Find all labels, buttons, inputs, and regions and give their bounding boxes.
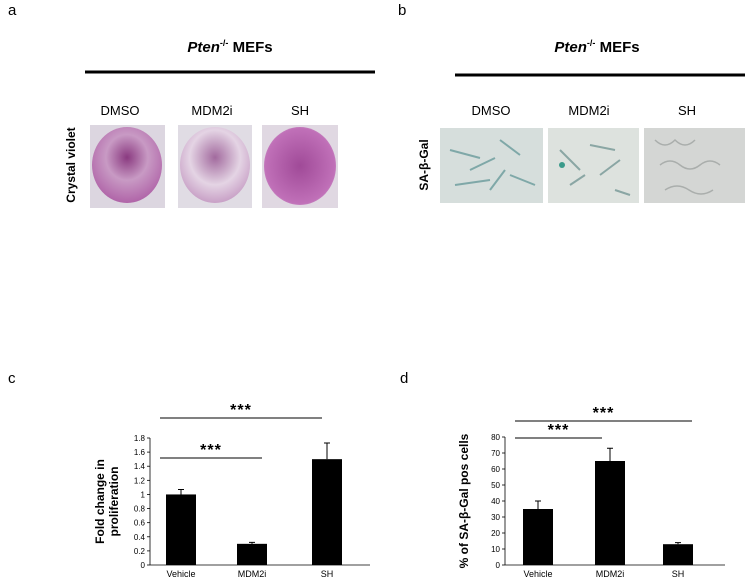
bar [523,509,553,565]
stained-cell [559,162,565,168]
y-tick-label: 20 [491,529,500,538]
title-italic: Pten [187,39,220,56]
sa-gal-photos [440,128,745,203]
x-tick-label: SH [321,569,334,579]
title-italic: Pten [554,39,587,56]
x-tick-label: Vehicle [166,569,195,579]
title-sup: -/- [220,38,229,48]
column-label: SH [678,103,696,118]
y-tick-label: 40 [491,497,500,506]
x-tick-label: SH [672,569,685,579]
column-label: SH [291,103,309,118]
title-rest: MEFs [595,39,639,56]
y-tick-label: 10 [491,545,500,554]
y-tick-label: 0 [496,561,501,570]
title-rest: MEFs [228,39,272,56]
column-label: MDM2i [191,103,232,118]
y-tick-label: 70 [491,449,500,458]
y-tick-label: 30 [491,513,500,522]
y-tick-label: 0.8 [134,505,146,514]
title-sup: -/- [587,38,596,48]
y-axis-label: % of SA-β-Gal pos cells [457,433,471,568]
y-tick-label: 0.6 [134,519,146,528]
column-label: DMSO [101,103,140,118]
crystal-violet-photos [90,125,338,208]
y-axis-label: Fold change in [93,459,107,544]
significance-label: *** [200,442,222,459]
photo [644,128,745,203]
bar [595,461,625,565]
significance-label: *** [593,405,615,422]
bar [312,459,342,565]
y-tick-label: 80 [491,433,500,442]
bar [663,544,693,565]
cells [654,138,721,195]
column-label: DMSO [472,103,511,118]
error-bar [178,489,184,495]
well [92,127,162,203]
panel-label: a [8,2,17,19]
bar [237,543,267,565]
panel-label: c [8,370,16,387]
error-bar [324,442,330,460]
x-tick-label: MDM2i [596,569,625,579]
y-tick-label: 60 [491,465,500,474]
row-label: Crystal violet [64,127,78,202]
y-tick-label: 0 [141,561,146,570]
x-tick-label: Vehicle [523,569,552,579]
significance-label: *** [230,402,252,419]
y-tick-label: 50 [491,481,500,490]
error-bar [249,541,255,544]
column-label: MDM2i [568,103,609,118]
error-bar [675,542,681,545]
y-tick-label: 1 [141,490,146,499]
panel-label: d [400,370,408,387]
x-tick-label: MDM2i [238,569,267,579]
y-tick-label: 0.4 [134,533,146,542]
panel-label: b [398,2,406,19]
y-tick-label: 1.4 [134,462,146,471]
panel-title: Pten-/- MEFs [554,38,639,56]
error-bar [607,447,613,461]
cells [559,144,631,196]
bar [166,494,196,565]
y-tick-label: 1.6 [134,448,146,457]
cells [449,139,536,191]
y-tick-label: 0.2 [134,547,146,556]
significance-label: *** [548,422,570,439]
photo [440,128,543,203]
well [180,127,250,203]
well [264,127,336,205]
error-bar [535,500,541,509]
y-tick-label: 1.2 [134,476,146,485]
y-axis-label: proliferation [107,466,121,536]
row-label: SA-β-Gal [417,139,431,190]
y-tick-label: 1.8 [134,434,146,443]
panel-title: Pten-/- MEFs [187,38,272,56]
